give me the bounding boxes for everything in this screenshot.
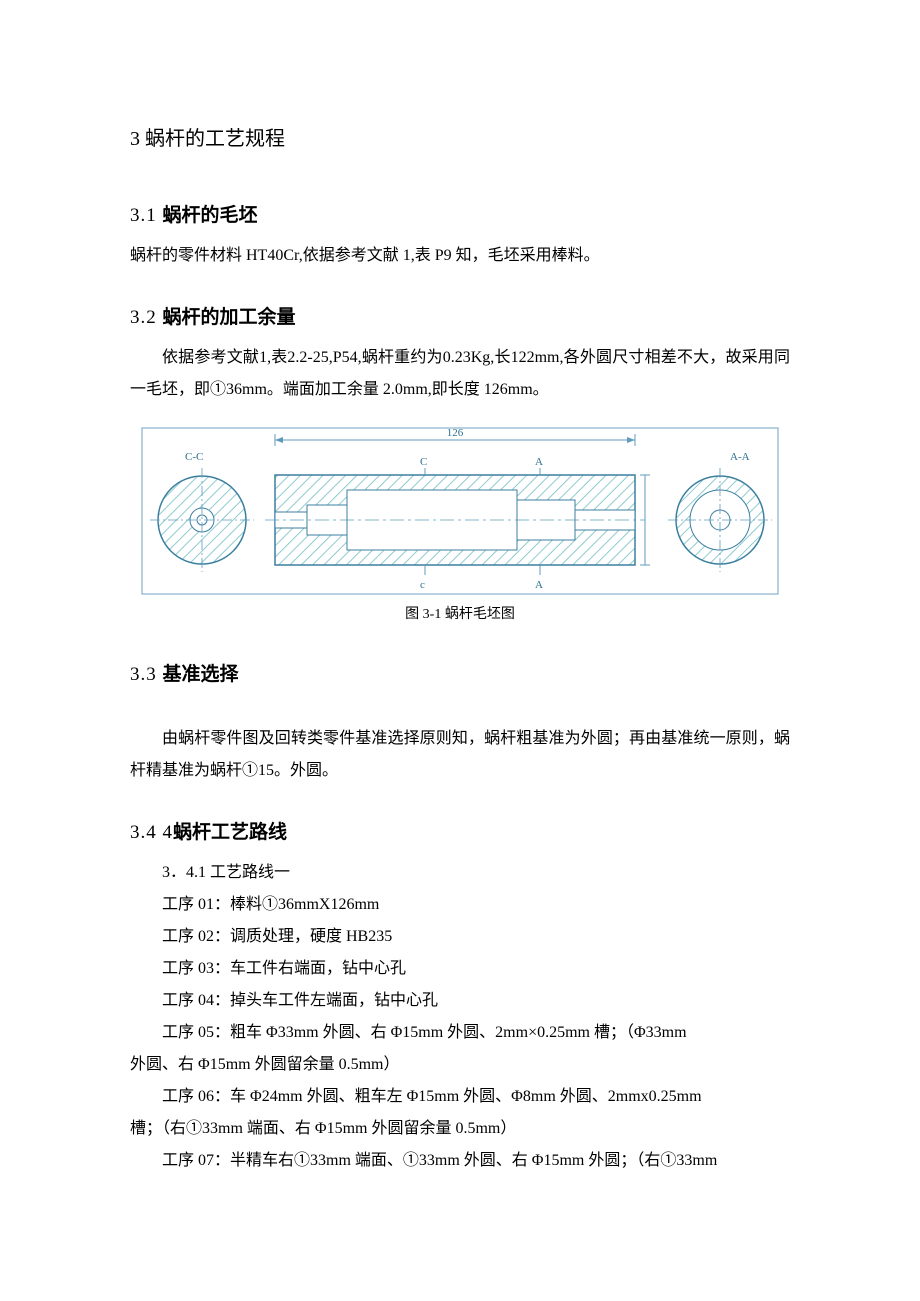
label-aa: A-A bbox=[730, 451, 750, 463]
process-05-a: 工序 05：粗车 Φ33mm 外圆、右 Φ15mm 外圆、2mm×0.25mm … bbox=[130, 1017, 790, 1049]
heading-number: 3.4 4 bbox=[130, 822, 173, 843]
process-06-a: 工序 06：车 Φ24mm 外圆、粗车左 Φ15mm 外圆、Φ8mm 外圆、2m… bbox=[130, 1081, 790, 1113]
section-3-1-heading: 3.1 蜗杆的毛坯 bbox=[130, 198, 790, 234]
sub-heading-341: 3．4.1 工艺路线一 bbox=[130, 857, 790, 889]
heading-title: 蜗杆工艺路线 bbox=[173, 822, 287, 843]
figure-caption: 图 3-1 蜗杆毛坯图 bbox=[130, 602, 790, 629]
figure-3-1: 126 C-C A-A bbox=[130, 420, 790, 629]
dim-126: 126 bbox=[447, 427, 464, 439]
section-3-2-body: 依据参考文献1,表2.2-25,P54,蜗杆重约为0.23Kg,长122mm,各… bbox=[130, 342, 790, 406]
heading-number: 3.2 bbox=[130, 307, 163, 328]
process-01: 工序 01：棒料①36mmX126mm bbox=[130, 889, 790, 921]
label-a-bot: A bbox=[535, 579, 543, 591]
heading-title: 蜗杆的加工余量 bbox=[163, 307, 296, 328]
worm-blank-diagram: 126 C-C A-A bbox=[140, 420, 780, 600]
heading-title: 蜗杆的毛坯 bbox=[163, 205, 258, 226]
label-c-top: C bbox=[420, 456, 427, 468]
section-3-4-heading: 3.4 4蜗杆工艺路线 bbox=[130, 815, 790, 851]
label-c-bot: c bbox=[420, 579, 425, 591]
label-a-top: A bbox=[535, 456, 543, 468]
section-3-3-body: 由蜗杆零件图及回转类零件基准选择原则知，蜗杆粗基准为外圆；再由基准统一原则，蜗杆… bbox=[130, 723, 790, 787]
section-3-heading: 3 蜗杆的工艺规程 bbox=[130, 120, 790, 158]
spacer bbox=[130, 699, 790, 723]
process-05-b: 外圆、右 Φ15mm 外圆留余量 0.5mm） bbox=[130, 1049, 790, 1081]
section-3-1-body: 蜗杆的零件材料 HT40Cr,依据参考文献 1,表 P9 知，毛坯采用棒料。 bbox=[130, 240, 790, 272]
heading-title: 基准选择 bbox=[163, 664, 239, 685]
section-3-2-heading: 3.2 蜗杆的加工余量 bbox=[130, 300, 790, 336]
process-03: 工序 03：车工件右端面，钻中心孔 bbox=[130, 953, 790, 985]
process-04: 工序 04：掉头车工件左端面，钻中心孔 bbox=[130, 985, 790, 1017]
process-06-b: 槽；（右①33mm 端面、右 Φ15mm 外圆留余量 0.5mm） bbox=[130, 1113, 790, 1145]
process-02: 工序 02：调质处理，硬度 HB235 bbox=[130, 921, 790, 953]
document-page: 3 蜗杆的工艺规程 3.1 蜗杆的毛坯 蜗杆的零件材料 HT40Cr,依据参考文… bbox=[0, 0, 920, 1237]
process-07: 工序 07：半精车右①33mm 端面、①33mm 外圆、右 Φ15mm 外圆；（… bbox=[130, 1145, 790, 1177]
heading-number: 3.1 bbox=[130, 205, 163, 226]
section-3-3-heading: 3.3 基准选择 bbox=[130, 657, 790, 693]
label-cc: C-C bbox=[185, 451, 203, 463]
heading-number: 3.3 bbox=[130, 664, 163, 685]
